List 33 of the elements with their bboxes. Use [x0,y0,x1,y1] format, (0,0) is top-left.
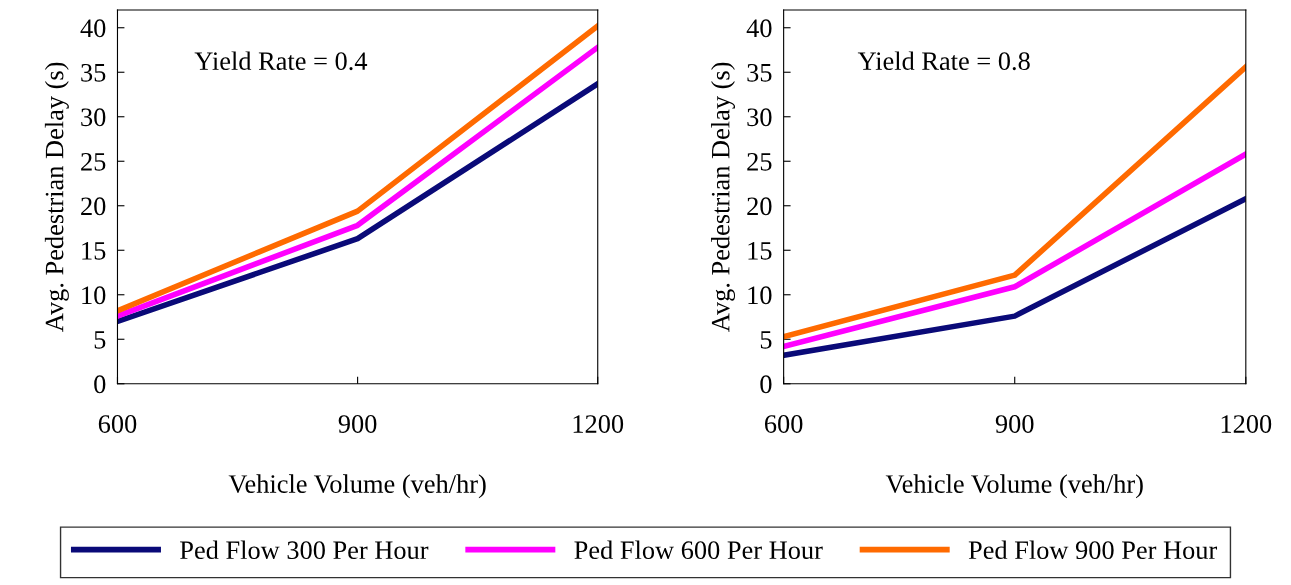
x-axis-title: Vehicle Volume (veh/hr) [885,474,1143,499]
y-tick-label: 20 [747,197,772,216]
legend-label: Ped Flow 300 Per Hour [180,540,429,560]
x-tick-label: 900 [338,415,377,433]
y-tick-label: 30 [747,108,772,127]
x-tick-label: 600 [764,415,803,433]
y-tick-label: 15 [748,241,772,260]
y-tick-label: 40 [80,19,106,38]
annotation: Yield Rate = 0.8 [857,51,1030,71]
x-tick-label: 1200 [573,415,624,433]
y-tick-label: 10 [748,286,772,305]
x-tick-label: 1200 [1221,415,1272,433]
y-tick-label: 15 [82,241,106,260]
y-tick-label: 5 [760,331,772,349]
y-tick-label: 25 [747,152,772,171]
legend-label: Ped Flow 900 Per Hour [968,540,1218,560]
y-tick-label: 40 [746,19,772,38]
legend-label: Ped Flow 600 Per Hour [574,540,823,560]
y-tick-label: 35 [81,63,106,82]
y-axis-title: Avg. Pedestrian Delay (s) [711,62,736,332]
y-tick-label: 10 [82,286,106,305]
y-tick-label: 5 [94,331,106,349]
x-axis-title: Vehicle Volume (veh/hr) [228,474,486,499]
y-tick-label: 25 [81,152,106,171]
x-tick-label: 900 [995,415,1034,433]
y-tick-label: 35 [747,63,772,82]
y-axis-title: Avg. Pedestrian Delay (s) [44,62,69,332]
y-tick-label: 0 [760,375,772,394]
y-tick-label: 30 [81,108,106,127]
x-tick-label: 600 [98,415,137,433]
annotation: Yield Rate = 0.4 [194,51,368,71]
y-tick-label: 20 [81,197,106,216]
y-tick-label: 0 [94,375,106,394]
